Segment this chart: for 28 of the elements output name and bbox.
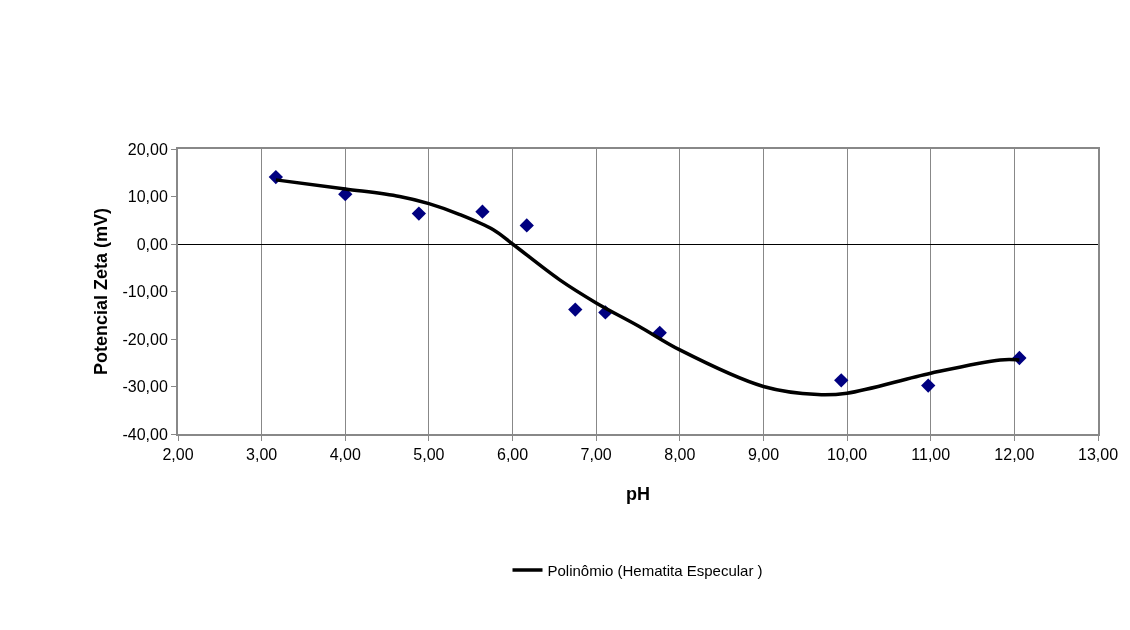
x-tick-label: 7,00 bbox=[580, 446, 612, 464]
point bbox=[834, 373, 849, 388]
point bbox=[568, 302, 583, 317]
y-tick-label: 0,00 bbox=[136, 235, 168, 253]
x-tick-label: 9,00 bbox=[747, 446, 780, 464]
x-tick-label: 4,00 bbox=[329, 446, 361, 464]
y-tick-label: -30,00 bbox=[122, 378, 168, 396]
point bbox=[519, 218, 534, 233]
y-tick-label: -10,00 bbox=[122, 283, 168, 301]
x-tick-label: 13,00 bbox=[1077, 446, 1119, 464]
y-tick-label: -40,00 bbox=[122, 425, 168, 443]
x-tick-label: 8,00 bbox=[664, 446, 696, 464]
y-tick-label: -20,00 bbox=[122, 330, 168, 348]
x-axis-title: pH bbox=[626, 483, 650, 504]
x-tick-label: 12,00 bbox=[994, 446, 1035, 464]
y-tick-label: 10,00 bbox=[127, 188, 168, 206]
x-tick-label: 3,00 bbox=[246, 446, 278, 464]
x-tick-label: 5,00 bbox=[413, 446, 445, 464]
y-axis-title: Potencial Zeta (mV) bbox=[91, 207, 112, 376]
legend-label: Polinômio (Hematita Especular ) bbox=[547, 561, 763, 579]
y-tick-label: 20,00 bbox=[127, 140, 168, 158]
x-tick-label: 10,00 bbox=[827, 446, 868, 464]
x-tick-label: 11,00 bbox=[911, 446, 951, 464]
x-tick-label: 2,00 bbox=[162, 446, 194, 464]
point bbox=[921, 378, 936, 393]
point bbox=[411, 206, 427, 221]
point bbox=[475, 204, 490, 219]
x-tick-label: 6,00 bbox=[496, 446, 529, 464]
